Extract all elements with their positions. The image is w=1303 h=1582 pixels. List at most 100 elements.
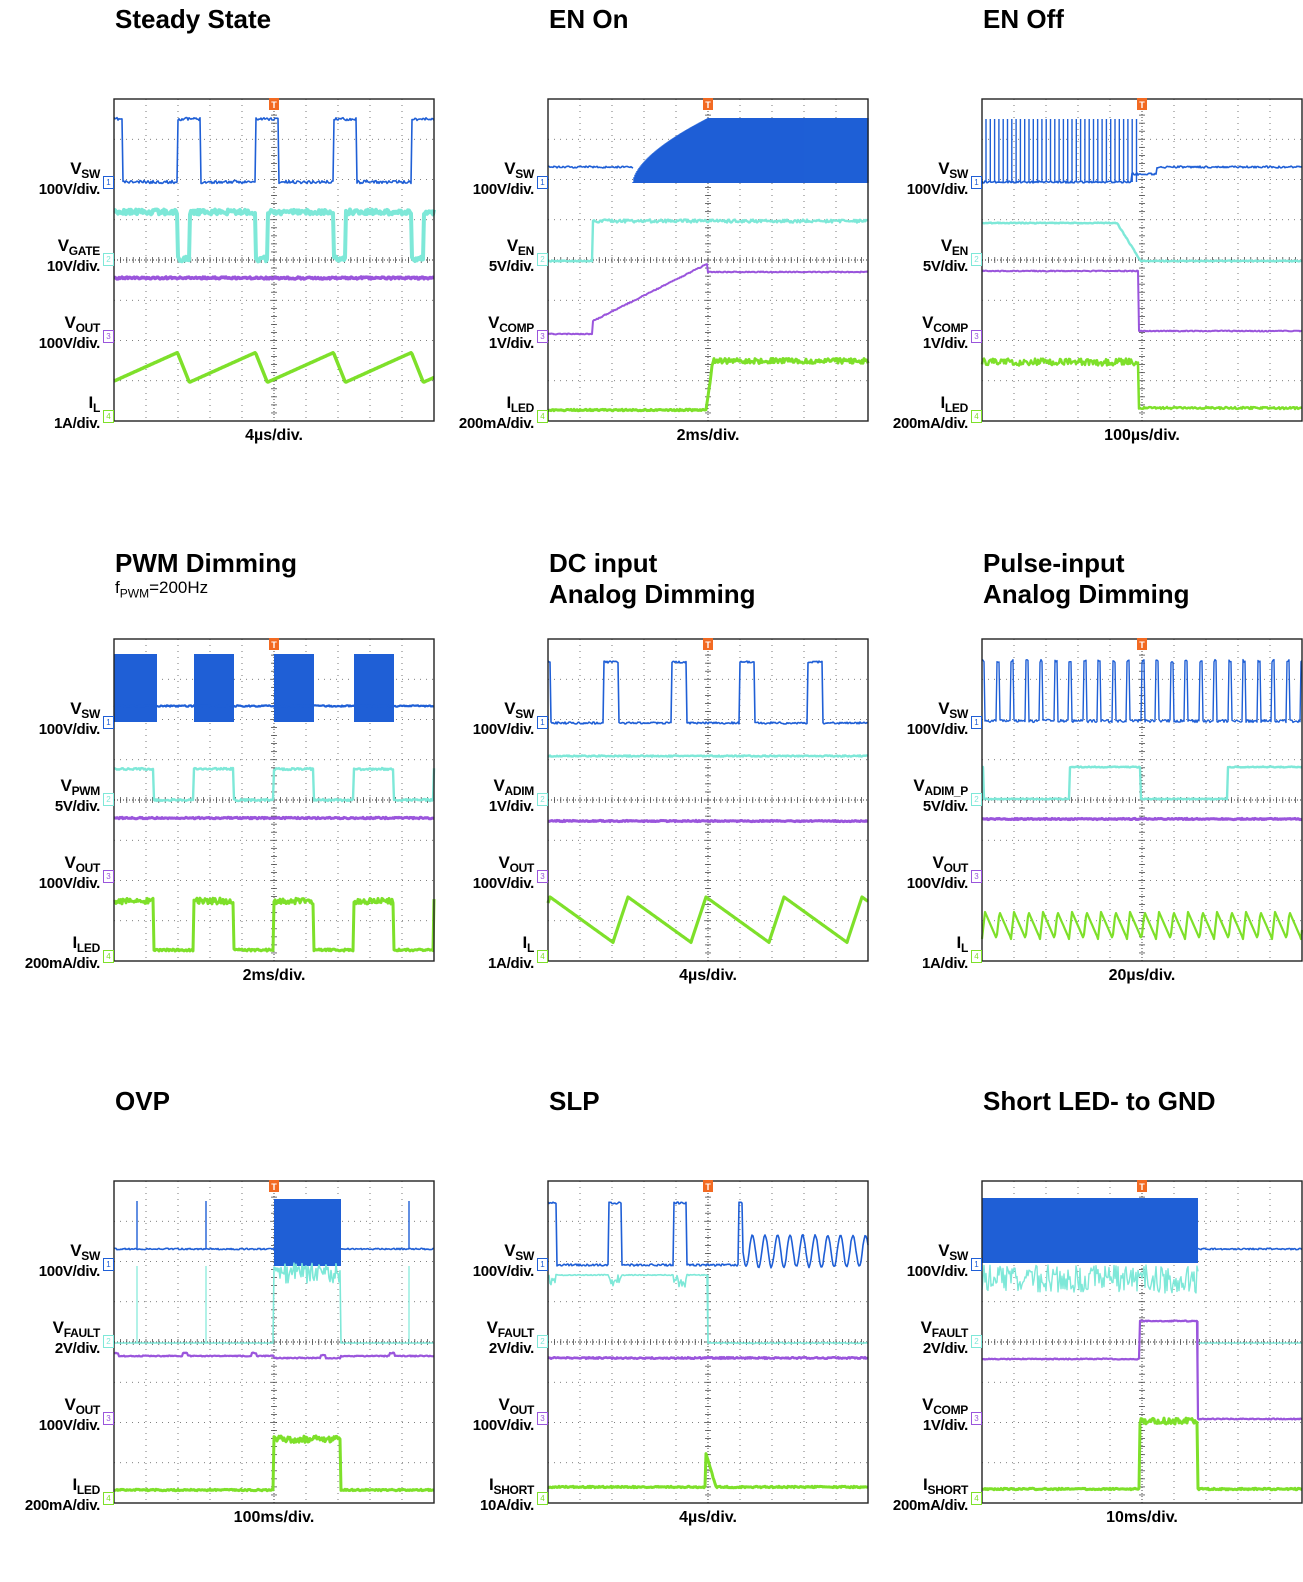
trigger-icon [269, 1180, 279, 1192]
channel-scale: 200mA/div. [892, 415, 968, 432]
channel-label: VCOMP 1V/div. [488, 314, 534, 352]
panel-title-line: PWM Dimming [115, 548, 297, 578]
ch1-trace [113, 704, 435, 708]
channel-ground-marker: 4 [537, 410, 548, 423]
signal-symbol: V [504, 699, 516, 718]
signal-symbol: V [64, 1395, 76, 1414]
signal-symbol: I [956, 933, 962, 952]
ch2-trace [981, 1264, 1199, 1294]
channel-scale: 200mA/div. [24, 955, 100, 972]
timebase-label: 20µs/div. [1108, 967, 1176, 984]
ch1-trace [981, 165, 1303, 184]
signal-subscript: SW [81, 1249, 100, 1263]
ch1-trace-burst [114, 654, 157, 722]
channel-scale: 10V/div. [46, 258, 100, 275]
channel-label: VADIM_P 5V/div. [913, 776, 968, 815]
signal-subscript: SW [949, 1249, 968, 1263]
scope-panel: PWM Dimming fPWM=200Hz T VSW 100V/div. 1 VPWM 5… [0, 540, 436, 1040]
ch3-trace [981, 1319, 1303, 1421]
channel-ground-marker: 1 [971, 176, 982, 189]
scope-screen: T [980, 638, 1303, 962]
channel-ground-marker: 1 [537, 1258, 548, 1271]
channel-signal-name: VFAULT [53, 1319, 101, 1341]
scope-screen: T [547, 1180, 869, 1504]
channel-label: VSW 100V/div. [907, 700, 969, 738]
signal-subscript: FAULT [63, 1326, 101, 1340]
channel-scale: 100V/div. [38, 1263, 101, 1280]
channel-scale: 100V/div. [38, 181, 101, 198]
ch1-trace-burst [274, 1199, 341, 1266]
ch1-trace [547, 660, 869, 725]
ch4-trace [981, 1416, 1303, 1492]
channel-ground-marker: 1 [537, 176, 548, 189]
timebase-label: 4µs/div. [245, 427, 303, 444]
channel-scale: 100V/div. [472, 721, 535, 738]
panel-title: Steady State [115, 4, 271, 35]
ch2-trace [114, 1262, 434, 1344]
signal-subscript: LED [944, 401, 968, 415]
scope-screen: T [113, 98, 436, 422]
trigger-marker: T [703, 638, 713, 650]
channel-ground-marker: 1 [103, 1258, 114, 1271]
channel-scale: 5V/div. [922, 798, 968, 815]
signal-symbol: V [913, 776, 925, 795]
channel-signal-name: VOUT [39, 313, 101, 336]
subtitle-symbol: f [115, 578, 120, 597]
signal-symbol: V [932, 853, 944, 872]
channel-signal-name: VSW [39, 1242, 100, 1264]
signal-subscript: SW [515, 167, 534, 181]
signal-subscript: COMP [933, 321, 968, 335]
ch3-trace [113, 1351, 435, 1360]
channel-signal-name: ILED [25, 1476, 100, 1498]
ch4-trace [546, 895, 869, 944]
channel-label: VSW 100V/div. [39, 699, 101, 738]
channel-label: VSW 100V/div. [38, 160, 101, 198]
signal-symbol: V [493, 776, 505, 795]
channel-signal-name: VPWM [55, 777, 101, 799]
ch3-trace [547, 263, 869, 336]
channel-label: VOUT 100V/div. [38, 1395, 101, 1434]
channel-ground-marker: 3 [971, 1412, 982, 1425]
scope-panel: SLP T VSW 100V/div. 1 VFAULT 2V/div. 2 VOUT 100V/… [434, 1082, 869, 1582]
channel-scale: 200mA/div. [458, 415, 534, 432]
channel-signal-name: IL [54, 394, 101, 416]
signal-subscript: L [526, 941, 534, 955]
channel-scale: 100V/div. [472, 1417, 535, 1434]
signal-symbol: V [64, 313, 76, 332]
panel-title-line: Analog Dimming [549, 579, 756, 609]
signal-symbol: V [70, 699, 82, 718]
channel-signal-name: IL [922, 933, 969, 956]
signal-subscript: OUT [509, 1403, 535, 1417]
channel-scale: 100V/div. [906, 1263, 969, 1280]
trigger-label: T [1139, 1182, 1145, 1192]
trigger-icon [703, 98, 713, 110]
channel-label: VSW 100V/div. [473, 1242, 535, 1280]
channel-signal-name: VGATE [47, 236, 101, 259]
channel-label: VSW 100V/div. [38, 1242, 101, 1280]
panel-title: Short LED- to GND [983, 1086, 1216, 1117]
trigger-marker: T [703, 1180, 713, 1192]
channel-label: ILED 200mA/div. [24, 934, 100, 972]
channel-label: VFAULT 2V/div. [53, 1319, 101, 1357]
signal-symbol: V [64, 853, 76, 872]
panel-title-line: EN On [549, 4, 629, 34]
channel-scale: 100V/div. [38, 1417, 101, 1434]
signal-subscript: EN [517, 244, 534, 258]
trigger-label: T [1139, 640, 1145, 650]
signal-symbol: I [923, 1475, 928, 1494]
signal-subscript: ADIM [504, 784, 535, 798]
channel-signal-name: IL [488, 934, 535, 956]
trigger-marker: T [703, 98, 713, 110]
channel-ground-marker: 2 [971, 253, 982, 266]
timebase-label: 10ms/div. [1106, 1509, 1178, 1526]
channel-ground-marker: 1 [103, 176, 114, 189]
timebase-label: 100ms/div. [233, 1509, 315, 1526]
panel-title-line: Short LED- to GND [983, 1086, 1216, 1116]
signal-subscript: SW [81, 707, 100, 721]
signal-symbol: V [57, 236, 69, 255]
channel-scale: 1V/div. [488, 798, 534, 815]
trigger-icon [1137, 638, 1147, 650]
channel-ground-marker: 4 [103, 410, 114, 423]
channel-scale: 5V/div. [922, 258, 968, 275]
channel-signal-name: VSW [473, 699, 534, 722]
